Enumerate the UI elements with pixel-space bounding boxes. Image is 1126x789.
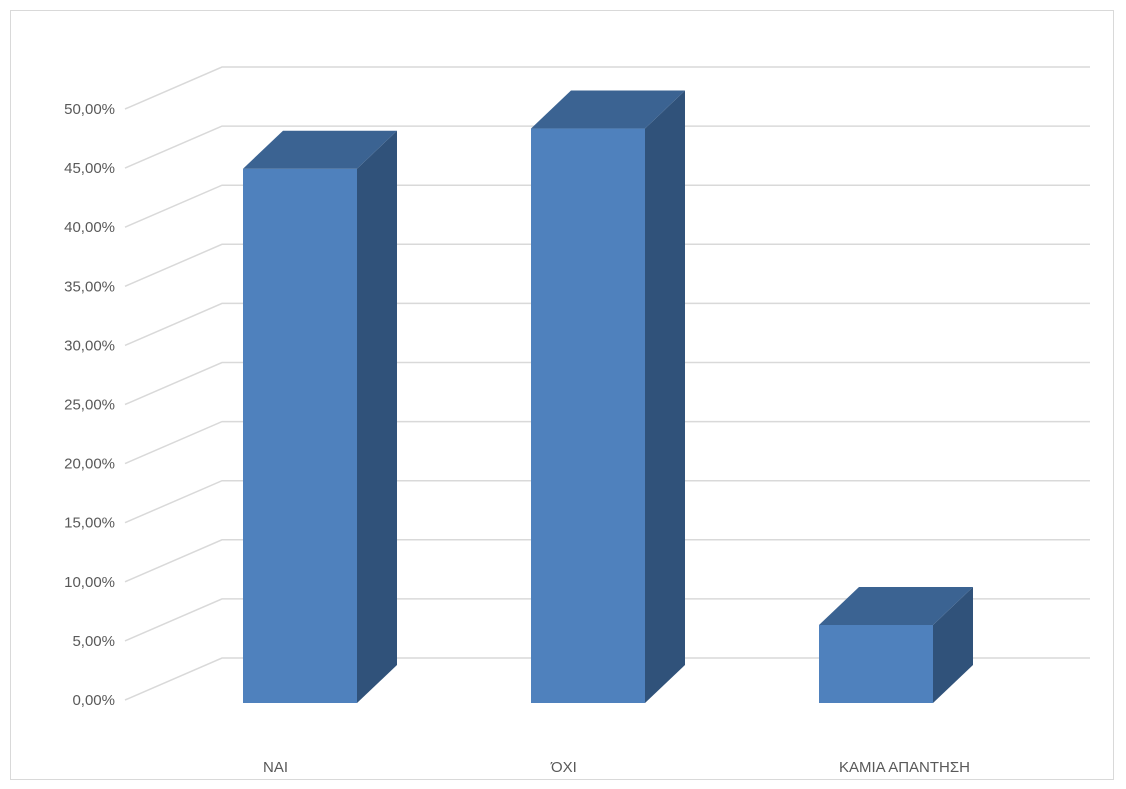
y-tick-label: 50,00%	[64, 101, 115, 118]
bar-top	[243, 130, 397, 169]
y-tick-label: 30,00%	[64, 337, 115, 354]
gridline	[124, 125, 1090, 169]
bar-side	[645, 90, 685, 704]
x-axis-labels: ΝΑΙ ΌΧΙ ΚΑΜΙΑ ΑΠΑΝΤΗΣΗ	[263, 759, 970, 776]
bar	[243, 130, 397, 704]
y-tick-label: 25,00%	[64, 397, 115, 414]
y-tick-label: 0,00%	[72, 692, 115, 709]
bar-top	[819, 586, 973, 625]
gridline	[124, 479, 1090, 524]
gridline	[124, 361, 1090, 406]
y-tick-label: 20,00%	[64, 456, 115, 473]
gridline	[124, 598, 1090, 642]
gridlines	[124, 66, 1090, 701]
bar-side	[933, 586, 973, 703]
gridline	[124, 539, 1090, 583]
gridline	[124, 302, 1090, 347]
gridline	[124, 66, 1090, 110]
gridline	[124, 243, 1090, 287]
y-tick-label: 40,00%	[64, 219, 115, 236]
y-tick-label: 45,00%	[64, 160, 115, 177]
bar	[531, 90, 685, 704]
bar	[819, 586, 973, 703]
x-category-label: ΚΑΜΙΑ ΑΠΑΝΤΗΣΗ	[839, 759, 970, 776]
gridline	[124, 184, 1090, 228]
y-tick-label: 10,00%	[64, 574, 115, 591]
gridline	[124, 420, 1090, 465]
y-tick-label: 35,00%	[64, 278, 115, 295]
bar-front	[531, 128, 645, 704]
bar-front	[243, 168, 357, 704]
bar-side	[357, 130, 397, 704]
y-tick-label: 5,00%	[72, 633, 115, 650]
x-category-label: ΌΧΙ	[550, 759, 577, 776]
bar-front	[819, 624, 933, 703]
x-category-label: ΝΑΙ	[263, 759, 288, 776]
bar-top	[531, 90, 685, 129]
bars	[243, 90, 973, 704]
y-axis-ticks: 0,00% 5,00% 10,00% 15,00% 20,00% 25,00% 30,00%…	[64, 101, 115, 709]
y-tick-label: 15,00%	[64, 515, 115, 532]
gridline	[124, 657, 1090, 701]
